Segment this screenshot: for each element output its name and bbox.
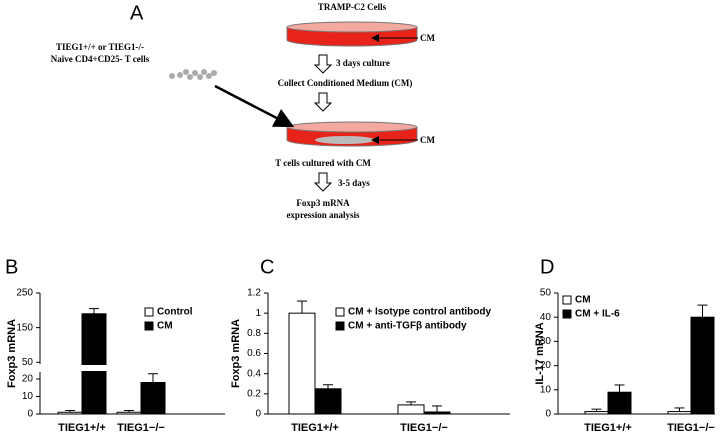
x-tick-label: TIEG1+/+ bbox=[58, 422, 106, 434]
y-tick-label: 0 bbox=[545, 409, 551, 420]
x-tick-label: TIEG1+/+ bbox=[584, 422, 632, 434]
bar bbox=[584, 411, 609, 415]
y-tick-label: 0.4 bbox=[247, 368, 261, 379]
y-tick-label: 20 bbox=[22, 374, 34, 385]
step-label: 3 days culture bbox=[336, 58, 390, 68]
bar bbox=[288, 312, 316, 415]
node-label: TRAMP-C2 Cells bbox=[318, 2, 387, 12]
y-tick-label: 10 bbox=[540, 384, 552, 395]
y-tick-label: 40 bbox=[540, 312, 552, 323]
arrow bbox=[313, 54, 333, 74]
bar bbox=[423, 411, 451, 415]
node-label: Naïve CD4+CD25- T cells bbox=[51, 54, 150, 64]
y-tick-label: 10 bbox=[22, 391, 34, 402]
panel-label: B bbox=[5, 256, 18, 278]
bar bbox=[57, 411, 83, 415]
arrow bbox=[313, 92, 333, 112]
legend-label: CM + Isotype control antibody bbox=[348, 307, 492, 318]
y-tick-label: 250 bbox=[16, 288, 33, 299]
y-tick-label: 50 bbox=[22, 357, 34, 368]
y-tick-label: 0 bbox=[27, 409, 33, 420]
x-tick-label: TIEG1−/− bbox=[667, 422, 715, 434]
bar bbox=[140, 382, 166, 415]
node-label: CM bbox=[420, 135, 435, 145]
y-axis-label: IL-17 mRNA bbox=[534, 322, 546, 384]
y-tick-label: 30 bbox=[540, 336, 552, 347]
y-tick-label: 1 bbox=[255, 308, 261, 319]
arrow bbox=[214, 84, 295, 128]
panel-label: C bbox=[260, 256, 274, 278]
bar bbox=[81, 313, 107, 415]
node-label: CM bbox=[420, 33, 435, 43]
y-axis-label: Foxp3 mRNA bbox=[230, 319, 242, 388]
y-tick-label: 0.8 bbox=[247, 328, 261, 339]
x-tick-label: TIEG1−/− bbox=[117, 422, 165, 434]
legend-swatch bbox=[335, 307, 345, 317]
bar bbox=[690, 316, 715, 415]
y-tick-label: 20 bbox=[540, 360, 552, 371]
step-label: expression analysis bbox=[286, 210, 360, 220]
step-label: Foxp3 mRNA bbox=[296, 198, 350, 208]
step-label: T cells cultured with CM bbox=[275, 158, 371, 168]
arrow bbox=[313, 172, 333, 192]
bar bbox=[607, 391, 632, 415]
legend-swatch bbox=[144, 321, 154, 331]
node-label: TIEG1+/+ or TIEG1-/- bbox=[56, 42, 144, 52]
legend-swatch bbox=[562, 309, 572, 319]
bar bbox=[667, 411, 692, 415]
legend-swatch bbox=[335, 321, 345, 331]
y-tick-label: 150 bbox=[16, 322, 33, 333]
x-tick-label: TIEG1+/+ bbox=[291, 422, 339, 434]
legend-swatch bbox=[562, 295, 572, 305]
dish bbox=[286, 121, 418, 147]
diagram: A TRAMP-C2 Cells CM 3 days culture Colle… bbox=[51, 2, 436, 220]
dish bbox=[286, 21, 418, 47]
legend-label: CM + anti-TGFβ antibody bbox=[348, 321, 467, 332]
axis-break bbox=[41, 365, 226, 371]
panel-label: A bbox=[130, 2, 144, 24]
y-tick-label: 0.6 bbox=[247, 348, 261, 359]
y-tick-label: 50 bbox=[540, 288, 552, 299]
y-tick-label: 0.2 bbox=[247, 388, 261, 399]
y-axis-label: Foxp3 mRNA bbox=[6, 319, 18, 388]
bar bbox=[116, 411, 142, 415]
x-tick-label: TIEG1−/− bbox=[400, 422, 448, 434]
bar bbox=[397, 404, 425, 415]
y-tick-label: 0 bbox=[255, 409, 261, 420]
legend-label: CM bbox=[157, 321, 173, 332]
y-tick-label: 1.2 bbox=[247, 288, 261, 299]
bar bbox=[314, 388, 342, 415]
step-label: 3-5 days bbox=[338, 178, 370, 188]
cells bbox=[169, 69, 217, 80]
legend-label: CM bbox=[575, 295, 591, 306]
step-label: Collect Conditioned Medium (CM) bbox=[278, 78, 413, 88]
panel-label: D bbox=[540, 256, 554, 278]
legend-swatch bbox=[144, 307, 154, 317]
legend-label: CM + IL-6 bbox=[575, 309, 620, 320]
legend-label: Control bbox=[157, 307, 193, 318]
